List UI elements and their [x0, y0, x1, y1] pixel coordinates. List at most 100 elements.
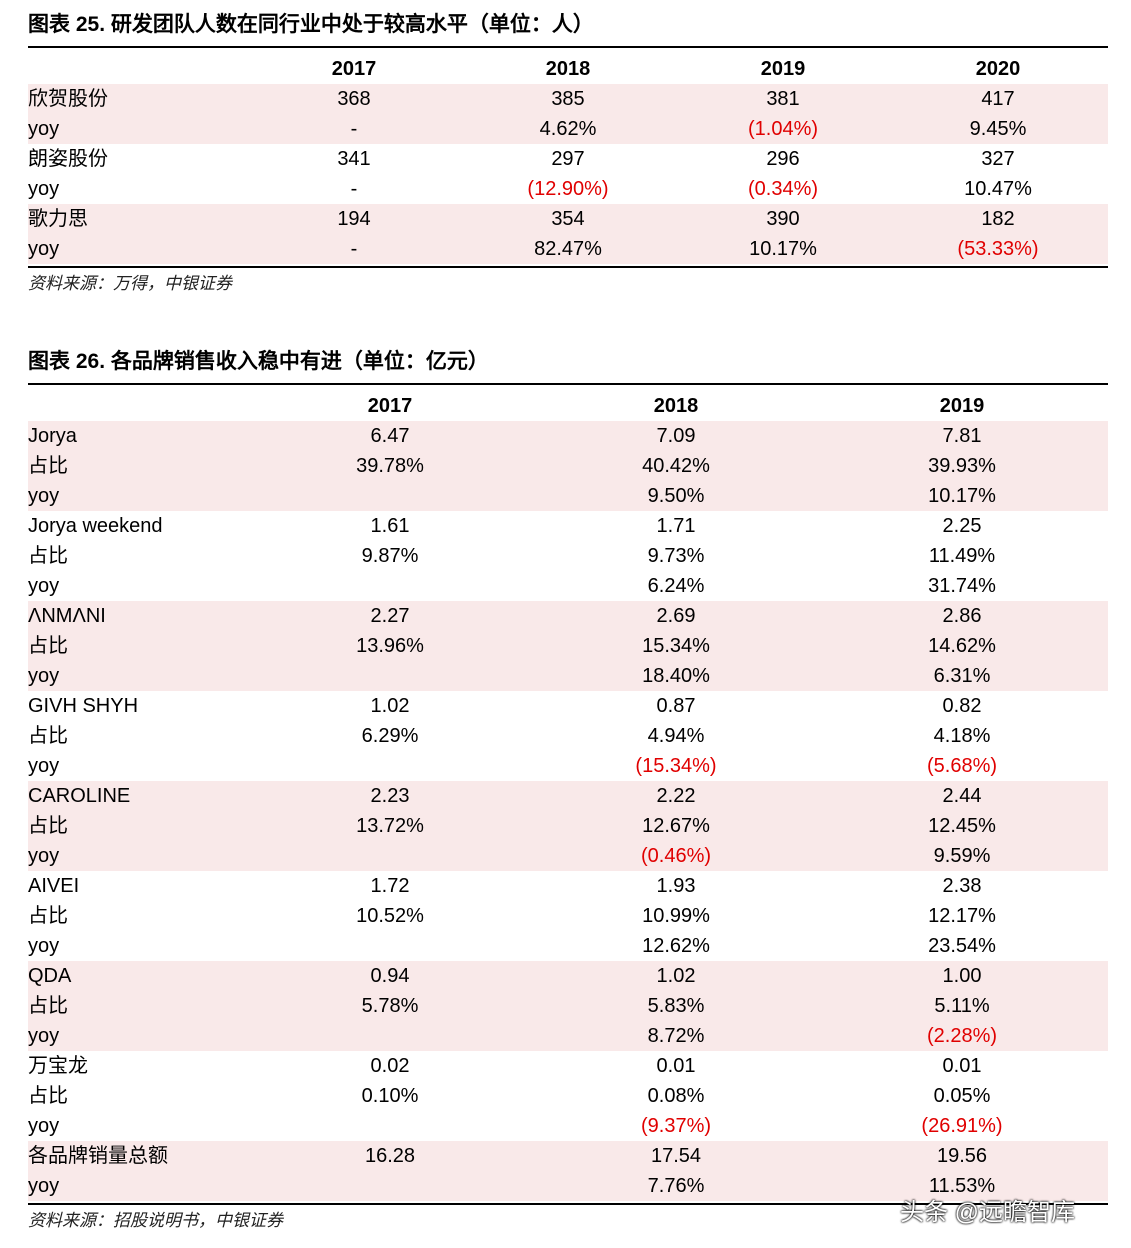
- cell: 16.28: [364, 1145, 416, 1167]
- cell: 2.27: [370, 605, 410, 627]
- table-title: 图表 25. 研发团队人数在同行业中处于较高水平（单位：人）: [28, 13, 594, 36]
- row-label: 各品牌销量总额: [28, 1145, 168, 1167]
- column-header: 2017: [367, 395, 413, 417]
- row-label: 欣贺股份: [28, 88, 108, 110]
- row-label: 占比: [28, 905, 68, 927]
- cell: 12.62%: [642, 935, 710, 957]
- column-header: 2017: [331, 58, 377, 80]
- row-label: yoy: [28, 178, 60, 200]
- row-label: CAROLINE: [28, 785, 131, 807]
- cell: 7.09: [656, 425, 696, 447]
- source-note: 资料来源：万得，中银证券: [28, 274, 232, 293]
- cell: 1.71: [656, 515, 696, 537]
- cell: 82.47%: [534, 238, 602, 260]
- row-label: 占比: [28, 635, 68, 657]
- row-shading: [28, 961, 1108, 991]
- row-shading: [28, 481, 1108, 511]
- cell: (2.28%): [926, 1025, 998, 1047]
- cell: 8.72%: [647, 1025, 705, 1047]
- cell: 6.47: [370, 425, 410, 447]
- cell: 7.76%: [647, 1175, 705, 1197]
- cell: 23.54%: [928, 935, 996, 957]
- row-label: yoy: [28, 935, 60, 957]
- row-shading: [28, 204, 1108, 234]
- cell: (5.68%): [926, 755, 998, 777]
- cell: 5.11%: [934, 995, 990, 1017]
- row-label: 朗姿股份: [28, 148, 108, 170]
- column-header: 2018: [653, 395, 699, 417]
- cell: 5.83%: [647, 995, 705, 1017]
- row-label: Jorya: [28, 425, 77, 447]
- cell: 0.01: [942, 1055, 982, 1077]
- row-shading: [28, 991, 1108, 1021]
- row-label: yoy: [28, 118, 60, 140]
- row-label: 占比: [28, 995, 68, 1017]
- cell: 10.47%: [964, 178, 1032, 200]
- cell: 1.61: [370, 515, 410, 537]
- row-label: Jorya weekend: [28, 515, 163, 537]
- cell: 1.02: [656, 965, 696, 987]
- row-label: yoy: [28, 1115, 60, 1137]
- row-label: 占比: [28, 1085, 68, 1107]
- cell: 6.29%: [361, 725, 419, 747]
- cell: 0.02: [370, 1055, 410, 1077]
- watermark: 头条 @远瞻智库: [900, 1199, 1076, 1226]
- cell: 4.94%: [647, 725, 705, 747]
- cell: 2.86: [942, 605, 982, 627]
- cell: (0.46%): [640, 845, 712, 867]
- row-label: yoy: [28, 1025, 60, 1047]
- cell: (9.37%): [640, 1115, 712, 1137]
- cell: 0.10%: [361, 1085, 419, 1107]
- cell: 2.69: [656, 605, 696, 627]
- row-shading: [28, 1171, 1108, 1201]
- cell: (53.33%): [957, 238, 1039, 260]
- cell: (12.90%): [527, 178, 609, 200]
- row-label: QDA: [28, 965, 72, 987]
- column-header: 2018: [545, 58, 591, 80]
- row-label: yoy: [28, 485, 60, 507]
- cell: 12.67%: [642, 815, 710, 837]
- cell: 327: [981, 148, 1015, 170]
- cell: 11.49%: [928, 545, 996, 567]
- cell: 2.25: [942, 515, 982, 537]
- cell: -: [350, 178, 358, 200]
- cell: 1.93: [656, 875, 696, 897]
- bottom-rule: [28, 1203, 1108, 1205]
- cell: 1.72: [370, 875, 410, 897]
- cell: 31.74%: [928, 575, 996, 597]
- bottom-rule: [28, 266, 1108, 268]
- cell: 10.17%: [749, 238, 817, 260]
- cell: 10.52%: [356, 905, 424, 927]
- cell: (0.34%): [747, 178, 819, 200]
- top-rule: [28, 383, 1108, 385]
- row-shading: [28, 1021, 1108, 1051]
- cell: 1.00: [942, 965, 982, 987]
- row-shading: [28, 234, 1108, 264]
- column-header: 2020: [975, 58, 1021, 80]
- cell: 0.87: [656, 695, 696, 717]
- cell: 0.05%: [933, 1085, 991, 1107]
- row-shading: [28, 811, 1108, 841]
- cell: 12.45%: [928, 815, 996, 837]
- cell: 2.23: [370, 785, 410, 807]
- cell: 9.50%: [647, 485, 705, 507]
- cell: -: [350, 238, 358, 260]
- row-shading: [28, 451, 1108, 481]
- cell: 385: [551, 88, 585, 110]
- row-label: 歌力思: [28, 208, 88, 230]
- cell: -: [350, 118, 358, 140]
- row-shading: [28, 631, 1108, 661]
- cell: 9.73%: [647, 545, 705, 567]
- cell: 0.08%: [647, 1085, 705, 1107]
- row-shading: [28, 1141, 1108, 1171]
- cell: (26.91%): [921, 1115, 1003, 1137]
- cell: 19.56: [936, 1145, 988, 1167]
- cell: 381: [766, 88, 800, 110]
- source-note: 资料来源：招股说明书，中银证券: [28, 1211, 283, 1230]
- cell: 0.01: [656, 1055, 696, 1077]
- cell: 40.42%: [642, 455, 710, 477]
- cell: 296: [766, 148, 800, 170]
- column-header: 2019: [760, 58, 806, 80]
- cell: 417: [981, 88, 1015, 110]
